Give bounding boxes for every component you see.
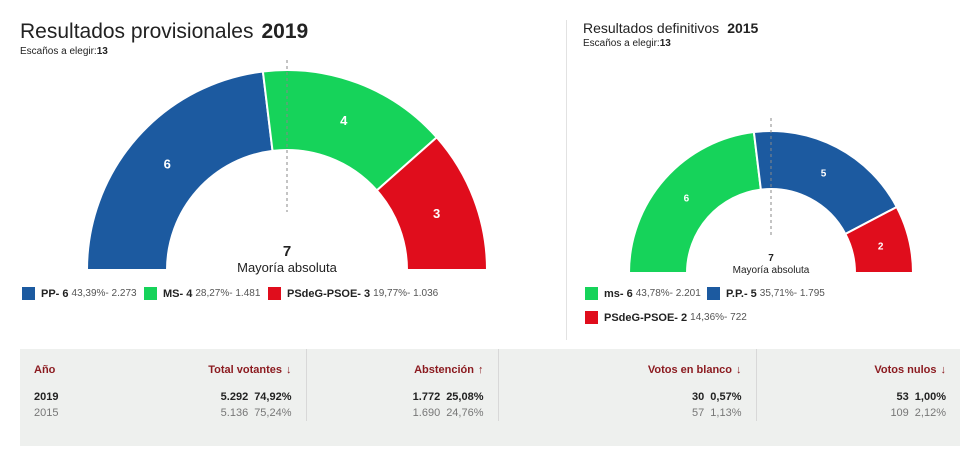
header-year[interactable]: Año xyxy=(34,364,56,376)
left-header: Resultados provisionales 2019 Escaños a e… xyxy=(20,20,308,57)
legend-item-ms: MS- 4 28,27%- 1.481 xyxy=(144,287,260,300)
right-seat-label: 5 xyxy=(821,168,827,179)
cell-votantes: 5.292 74,92% xyxy=(220,391,292,403)
left-seat-label: 6 xyxy=(164,156,171,171)
right-header: Resultados definitivos 2015 Escaños a ele… xyxy=(583,20,758,49)
legend-item-ms-2015: ms- 6 43,78%- 2.201 xyxy=(585,287,701,300)
right-title: Resultados definitivos 2015 xyxy=(583,20,759,36)
left-seat-label: 4 xyxy=(340,113,348,128)
legend-swatch xyxy=(268,287,281,300)
turnout-table: Año Total votantes ↓ Abstención ↑ Votos en… xyxy=(20,349,960,446)
right-majority-number: 7 xyxy=(768,253,774,264)
cell-abstencion: 1.690 24,76% xyxy=(305,405,498,421)
legend-swatch xyxy=(707,287,720,300)
left-year: 2019 xyxy=(261,20,309,43)
header-abstencion[interactable]: Abstención ↑ xyxy=(305,349,498,385)
legend-swatch xyxy=(585,287,598,300)
sort-arrow-icon[interactable]: ↓ xyxy=(940,364,947,376)
legend-item-psoe: PSdeG-PSOE- 3 19,77%- 1.036 xyxy=(268,287,438,300)
legend-item-pp-2015: P.P.- 5 35,71%- 1.795 xyxy=(707,287,825,300)
sort-arrow-icon[interactable]: ↑ xyxy=(478,364,484,376)
table-row: 2019 5.292 74,92% 1.772 25,08% 30 0,57% 53 1… xyxy=(20,385,960,405)
left-majority-label: Mayoría absoluta xyxy=(237,260,337,275)
sort-arrow-icon[interactable]: ↓ xyxy=(736,364,742,376)
header-votos-blanco[interactable]: Votos en blanco ↓ xyxy=(497,349,756,385)
left-majority-number: 7 xyxy=(283,243,291,260)
sort-arrow-icon[interactable]: ↓ xyxy=(286,364,292,376)
left-seat-label: 3 xyxy=(433,206,440,221)
right-majority-label: Mayoría absoluta xyxy=(733,265,810,276)
cell-blanco: 57 1,13% xyxy=(497,405,756,421)
cell-year: 2015 xyxy=(34,407,59,419)
header-total-votantes[interactable]: Total votantes ↓ xyxy=(208,364,292,376)
legend-item-pp: PP- 6 43,39%- 2.273 xyxy=(22,287,137,300)
right-hemicycle-chart: 7 Mayoría absoluta 6 5 2 xyxy=(627,118,915,276)
table-row: 2015 5.136 75,24% 1.690 24,76% 57 1,13% 109… xyxy=(20,405,960,421)
cell-nulos: 109 2,12% xyxy=(755,405,960,421)
cell-votantes: 5.136 75,24% xyxy=(220,407,292,419)
right-year: 2015 xyxy=(727,20,759,36)
right-arc-psdeg-psoe xyxy=(844,205,915,274)
right-arc-ms xyxy=(627,130,762,274)
left-seats: Escaños a elegir:13 xyxy=(20,46,108,57)
legend-swatch xyxy=(585,311,598,324)
legend-item-psoe-2015: PSdeG-PSOE- 2 14,36%- 722 xyxy=(585,311,747,324)
cell-year: 2019 xyxy=(34,391,59,403)
panel-divider xyxy=(566,20,567,340)
legend-swatch xyxy=(22,287,35,300)
right-seat-label: 6 xyxy=(684,194,690,205)
right-seat-label: 2 xyxy=(878,241,884,252)
cell-abstencion: 1.772 25,08% xyxy=(305,385,498,405)
cell-nulos: 53 1,00% xyxy=(755,385,960,405)
left-title: Resultados provisionales 2019 xyxy=(20,20,309,43)
left-arc-psdeg-psoe xyxy=(375,135,489,271)
cell-blanco: 30 0,57% xyxy=(497,385,756,405)
left-arc-pp xyxy=(85,70,274,271)
legend-swatch xyxy=(144,287,157,300)
right-seats: Escaños a elegir:13 xyxy=(583,38,671,49)
header-votos-nulos[interactable]: Votos nulos ↓ xyxy=(755,349,960,385)
left-hemicycle-chart: 7 Mayoría absoluta 6 4 3 xyxy=(85,60,489,275)
